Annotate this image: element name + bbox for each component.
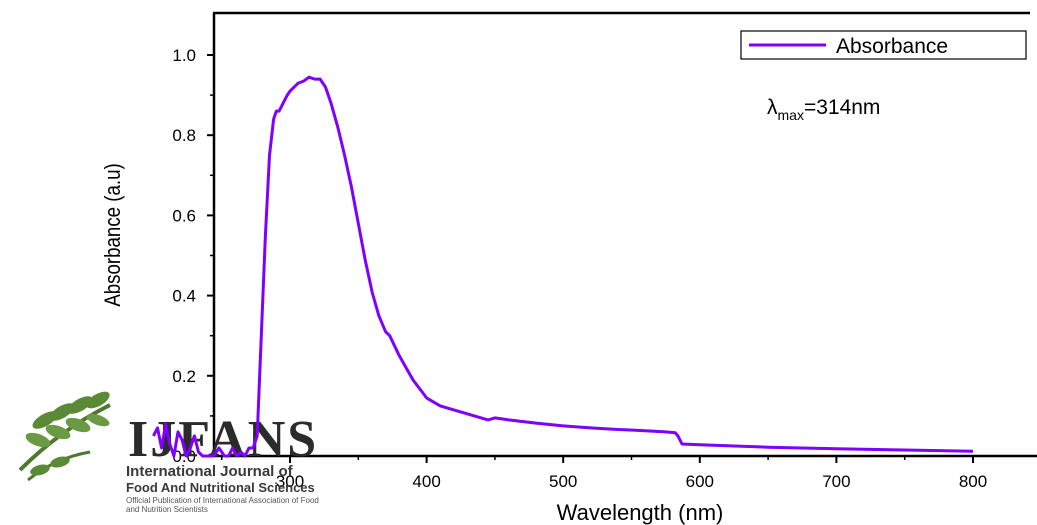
absorbance-series-line (152, 75, 974, 458)
logo-line-3: Official Publication of International As… (126, 496, 319, 505)
ticks-group (207, 54, 974, 463)
y-tick-label-0: 0.0 (172, 447, 196, 466)
logo-line-2: Food And Nutritional Sciences (126, 480, 315, 495)
lambda-max-annotation: λmax=314nm (767, 96, 880, 123)
x-tick-label-400: 400 (412, 472, 440, 491)
y-tick-label-1: 1.0 (172, 46, 196, 65)
legend-label: Absorbance (836, 35, 948, 58)
y-tick-label-0.4: 0.4 (172, 287, 196, 306)
x-tick-label-800: 800 (959, 472, 987, 491)
y-tick-label-0.2: 0.2 (172, 367, 196, 386)
x-tick-label-500: 500 (549, 472, 577, 491)
x-tick-label-600: 600 (686, 472, 714, 491)
logo-line-1: International Journal of (126, 463, 294, 480)
logo-title: IJFANS (128, 411, 318, 468)
ijfans-logo: IJFANS International Journal of Food And… (18, 391, 319, 514)
legend: Absorbance (740, 30, 1027, 60)
tick-labels-group: 300 400 500 600 700 800 0.0 0.2 0.4 0.6 0.8 1.0 (172, 46, 987, 491)
x-axis-title: Wavelength (nm) (557, 500, 724, 525)
lambda-subscript: max (778, 107, 804, 123)
lambda-symbol: λ (767, 96, 778, 119)
y-tick-label-0.6: 0.6 (172, 206, 196, 225)
logo-line-4: and Nutrition Scientists (126, 505, 208, 514)
y-axis-title: Absorbance (a.u) (102, 163, 126, 306)
y-tick-label-0.8: 0.8 (172, 126, 196, 145)
wheat-icon (18, 391, 111, 482)
lambda-value: =314nm (804, 96, 880, 119)
x-tick-label-300: 300 (276, 472, 304, 491)
x-tick-label-700: 700 (822, 472, 850, 491)
